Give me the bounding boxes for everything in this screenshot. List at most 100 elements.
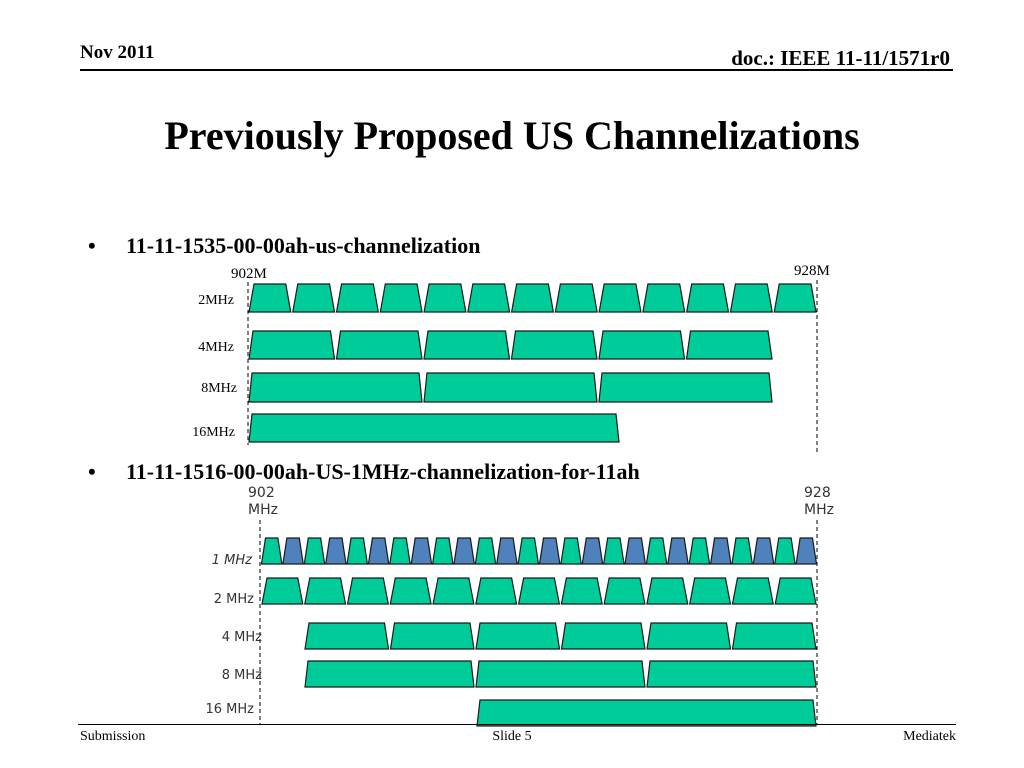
d2-channel-1mhz <box>282 537 304 565</box>
d1-channel-4mhz <box>248 330 336 360</box>
bullet-marker: • <box>88 233 96 258</box>
d1-channel-2mhz <box>729 283 773 313</box>
d1-row-label-8mhz: 8MHz <box>201 381 237 396</box>
d1-channel-2mhz <box>248 283 292 313</box>
d2-channel-4mhz <box>646 622 732 650</box>
footer-divider <box>78 724 956 725</box>
d1-channel-8mhz <box>598 372 773 403</box>
d2-channel-1mhz <box>346 537 369 565</box>
d2-channel-1mhz <box>367 537 390 565</box>
d2-channel-1mhz <box>389 537 411 565</box>
d2-row-label-16mhz: 16 MHz <box>206 702 255 717</box>
d1-channel-4mhz <box>685 330 773 360</box>
d2-channel-8mhz <box>646 660 817 688</box>
d2-channel-1mhz <box>688 537 711 565</box>
header-date: Nov 2011 <box>80 42 155 63</box>
d2-channel-2mhz <box>432 577 475 605</box>
d2-channel-2mhz <box>261 577 304 605</box>
d2-channel-1mhz <box>324 537 347 565</box>
d2-channel-4mhz <box>560 622 646 650</box>
bullet-marker: • <box>88 459 96 484</box>
d2-channel-4mhz <box>475 622 561 650</box>
d2-channel-1mhz <box>731 537 754 565</box>
d2-start-label-top: 902 <box>248 485 275 501</box>
d2-row-label-2mhz: 2 MHz <box>214 592 254 607</box>
d1-channel-2mhz <box>598 283 642 313</box>
bullet-item: • 11-11-1516-00-00ah-US-1MHz-channelizati… <box>88 459 640 485</box>
d1-channel-2mhz <box>292 283 336 313</box>
d1-channel-4mhz <box>335 330 423 360</box>
d1-channel-8mhz <box>248 372 423 403</box>
d2-channel-1mhz <box>431 537 454 565</box>
d2-channel-1mhz <box>560 537 582 565</box>
footer-submission: Submission <box>80 729 146 744</box>
d1-row-label-16mhz: 16MHz <box>192 425 235 440</box>
d1-channel-16mhz <box>248 413 620 443</box>
d1-channel-2mhz <box>642 283 686 313</box>
d2-row-label-1mhz: 1 MHz <box>212 553 253 568</box>
d2-channel-2mhz <box>475 577 518 605</box>
d2-end-label-bottom: MHz <box>804 502 834 518</box>
bullet-text: 11-11-1516-00-00ah-US-1MHz-channelizatio… <box>126 459 640 484</box>
d1-channel-8mhz <box>423 372 598 403</box>
d1-channel-2mhz <box>554 283 598 313</box>
d2-channel-1mhz <box>260 537 283 565</box>
d2-channel-2mhz <box>346 577 390 605</box>
header-divider <box>80 69 953 71</box>
header-doc-id: doc.: IEEE 11-11/1571r0 <box>731 46 950 70</box>
d2-channel-2mhz <box>731 577 774 605</box>
slide-title: Previously Proposed US Channelizations <box>164 113 860 158</box>
bullet-item: • 11-11-1535-00-00ah-us-channelization <box>88 233 480 259</box>
d2-channel-1mhz <box>517 537 540 565</box>
d1-channel-2mhz <box>773 283 817 313</box>
d2-channel-2mhz <box>646 577 689 605</box>
d1-end-label: 928M <box>794 263 830 279</box>
d2-channel-1mhz <box>538 537 561 565</box>
d2-channel-1mhz <box>774 537 796 565</box>
d2-channel-1mhz <box>645 537 668 565</box>
d2-channel-1mhz <box>752 537 775 565</box>
d2-channel-1mhz <box>410 537 433 565</box>
d2-channel-1mhz <box>667 537 689 565</box>
d1-channel-2mhz <box>467 283 511 313</box>
d2-channel-2mhz <box>517 577 561 605</box>
d2-end-label-top: 928 <box>804 485 831 501</box>
d1-row-label-4mhz: 4MHz <box>198 340 234 355</box>
footer-company: Mediatek <box>903 729 956 744</box>
d2-channel-1mhz <box>496 537 518 565</box>
d1-channel-2mhz <box>685 283 730 313</box>
d2-channel-4mhz <box>304 622 390 650</box>
d2-channel-2mhz <box>774 577 817 605</box>
d2-channel-2mhz <box>304 577 347 605</box>
d2-start-label-bottom: MHz <box>248 502 278 518</box>
d2-channel-1mhz <box>624 537 647 565</box>
d1-channel-2mhz <box>335 283 380 313</box>
d2-row-label-4mhz: 4 MHz <box>222 630 262 645</box>
d1-channel-2mhz <box>510 283 555 313</box>
d2-row-label-8mhz: 8 MHz <box>222 668 262 683</box>
d1-channel-2mhz <box>379 283 423 313</box>
d2-channel-2mhz <box>389 577 432 605</box>
d2-channel-1mhz <box>581 537 604 565</box>
d2-channel-1mhz <box>474 537 497 565</box>
d2-channel-2mhz <box>603 577 646 605</box>
d2-channel-1mhz <box>303 537 326 565</box>
footer-slide-number: Slide 5 <box>492 729 532 744</box>
d2-channel-2mhz <box>560 577 603 605</box>
d2-channel-4mhz <box>389 622 475 650</box>
d1-channel-4mhz <box>423 330 511 360</box>
d2-channel-2mhz <box>688 577 732 605</box>
d2-channel-8mhz <box>475 660 646 688</box>
d2-channel-8mhz <box>304 660 475 688</box>
d2-channel-1mhz <box>453 537 476 565</box>
d2-channel-1mhz <box>795 537 818 565</box>
d2-channel-1mhz <box>602 537 625 565</box>
d1-channel-4mhz <box>598 330 686 360</box>
d1-channel-4mhz <box>510 330 598 360</box>
d2-channel-16mhz <box>476 699 817 727</box>
d1-channel-2mhz <box>423 283 467 313</box>
d2-channel-4mhz <box>731 622 817 650</box>
d2-channel-1mhz <box>709 537 732 565</box>
